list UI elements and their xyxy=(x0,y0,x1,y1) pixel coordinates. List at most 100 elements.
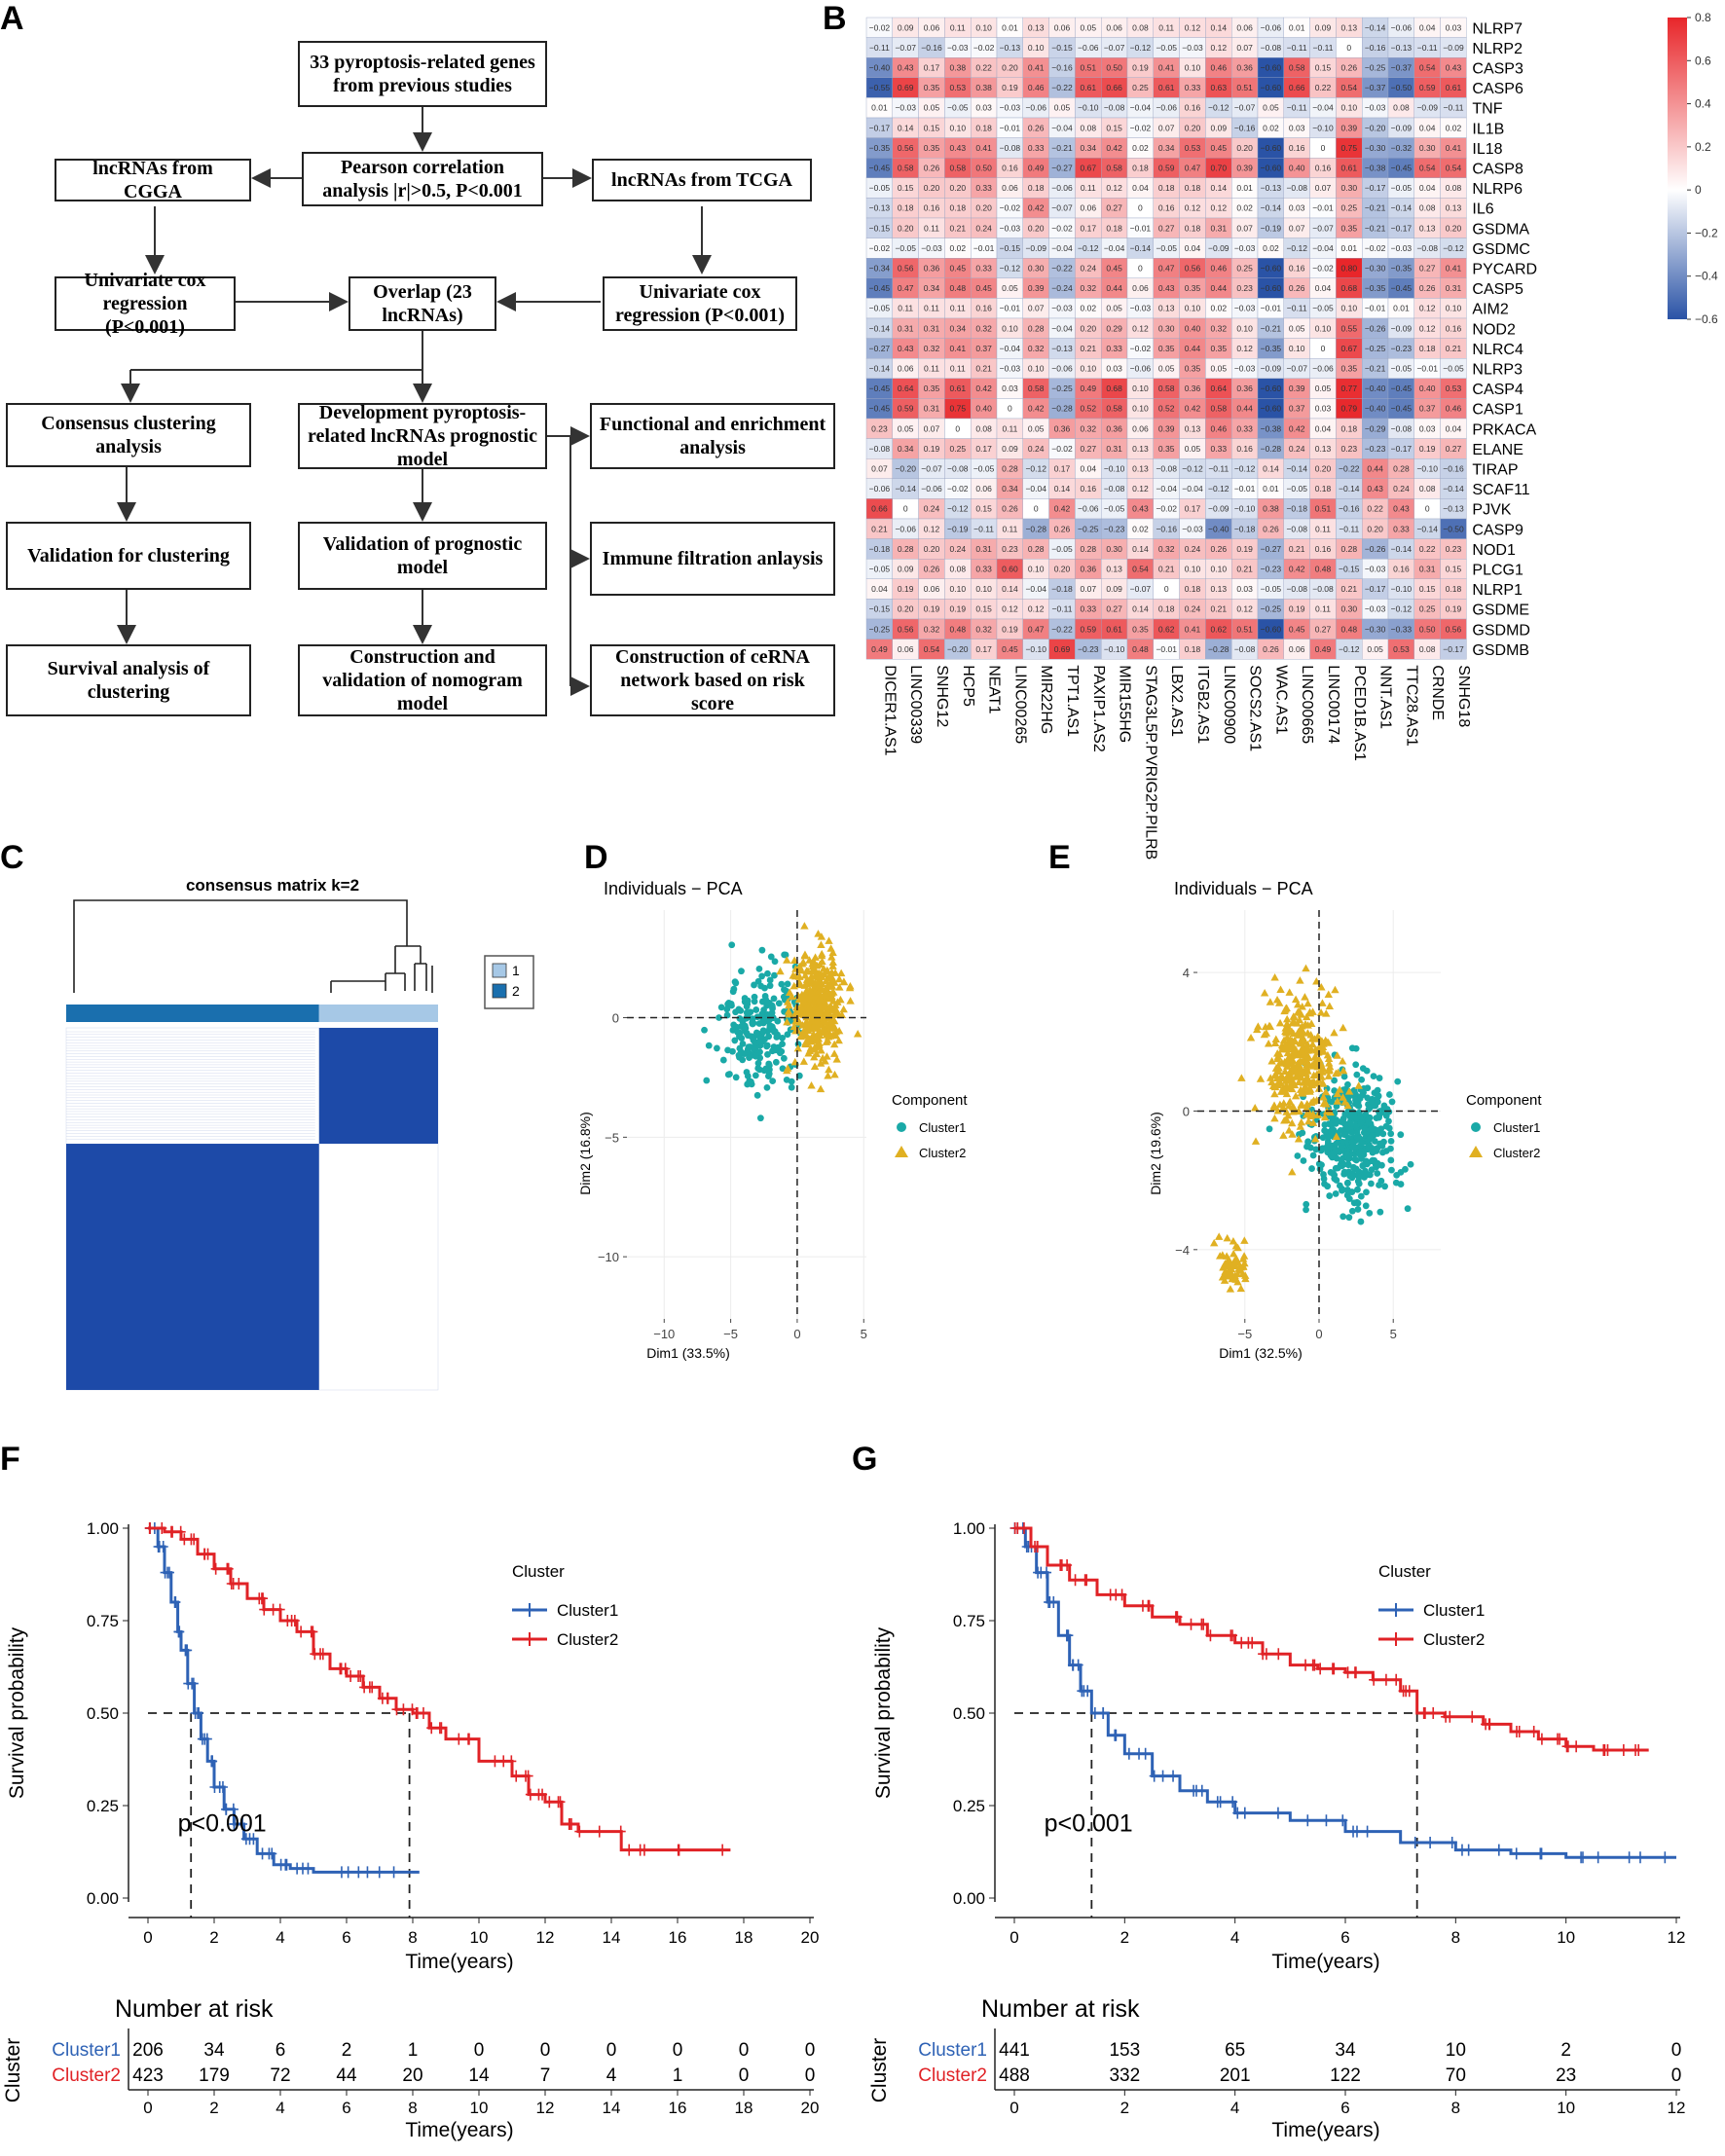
heatmap-cell-label: −0.05 xyxy=(973,464,995,474)
heatmap-cell-label: 0.01 xyxy=(1263,484,1279,493)
cluster-bar-2 xyxy=(66,1005,319,1022)
pca-point-cluster2 xyxy=(1277,1058,1286,1067)
pca-point-cluster1 xyxy=(1340,1115,1347,1122)
heatmap-cell-label: −0.03 xyxy=(1234,304,1256,313)
heatmap-cell-label: 0.10 xyxy=(1132,384,1149,393)
heatmap-cell-label: −0.05 xyxy=(1104,504,1125,514)
heatmap-cell-label: −0.02 xyxy=(1051,444,1073,454)
pca-point-cluster2 xyxy=(1272,996,1282,1004)
pca-point-cluster1 xyxy=(1364,1094,1372,1102)
heatmap-cell-label: −0.45 xyxy=(869,164,891,173)
risk-row-axis-label: Cluster xyxy=(2,2038,24,2103)
heatmap-cell-label: −0.45 xyxy=(869,404,891,414)
censor-mark xyxy=(382,1692,392,1704)
heatmap-cell-label: −0.25 xyxy=(1051,384,1073,393)
pca-point-cluster2 xyxy=(805,1035,814,1042)
heatmap-cell-label: 0.36 xyxy=(1185,384,1201,393)
heatmap-row-label: IL18 xyxy=(1472,141,1502,158)
pca-point-cluster2 xyxy=(799,1057,809,1065)
heatmap-cell-label: −0.01 xyxy=(1234,484,1256,493)
pca-point-cluster1 xyxy=(1363,1067,1371,1075)
pca-point-cluster1 xyxy=(1304,1139,1312,1146)
heatmap-cell-label: 0.05 xyxy=(1106,304,1122,313)
censor-mark xyxy=(217,1781,228,1793)
heatmap-cell-label: 0.31 xyxy=(924,323,940,333)
heatmap-cell-label: 0 xyxy=(1034,504,1039,514)
pca-point-cluster2 xyxy=(1267,1057,1276,1065)
pca-point-cluster2 xyxy=(1285,1097,1295,1106)
pca-point-cluster2 xyxy=(803,1020,812,1029)
heatmap-cell-label: 0.27 xyxy=(1106,203,1122,213)
pca-point-cluster1 xyxy=(1388,1166,1395,1174)
pca-point-cluster2 xyxy=(1308,1040,1317,1048)
pca-point-cluster2 xyxy=(820,1012,829,1021)
pca-point-cluster2 xyxy=(776,967,785,975)
heatmap-cell-label: 0.12 xyxy=(1419,304,1436,313)
heatmap-column-label: STAG3L5P.PVRIG2P.PILRB xyxy=(1142,665,1158,859)
heatmap-cell-label: 0 xyxy=(1321,344,1326,353)
censor-mark xyxy=(1070,1574,1081,1587)
heatmap-cell-label: −0.07 xyxy=(1051,203,1073,213)
heatmap-column-label: PAXIP1.AS2 xyxy=(1090,665,1107,752)
heatmap-row-label: GSDMA xyxy=(1472,221,1529,238)
pca-point-cluster2 xyxy=(829,1049,839,1057)
heatmap-cell-label: −0.08 xyxy=(1104,484,1125,493)
heatmap-cell-label: 0.58 xyxy=(1028,384,1045,393)
heatmap-cell-label: 0.54 xyxy=(1132,565,1149,574)
heatmap-cell-label: 0.21 xyxy=(1211,604,1228,614)
heatmap-cell-label: 0.02 xyxy=(1263,243,1279,253)
heatmap-cell-label: −0.08 xyxy=(1104,103,1125,113)
heatmap-cell-label: 0.28 xyxy=(1002,464,1018,474)
heatmap-cell-label: 0.10 xyxy=(1028,565,1045,574)
censor-mark xyxy=(1369,1673,1379,1686)
censor-mark xyxy=(1493,1844,1504,1856)
pca-point-cluster1 xyxy=(1319,1134,1327,1142)
censor-mark xyxy=(1226,1629,1236,1642)
pca-point-cluster2 xyxy=(1324,1039,1333,1046)
pca-point-cluster2 xyxy=(1246,1033,1256,1041)
heatmap-cell-label: 0.70 xyxy=(1211,164,1228,173)
pca-point-cluster2 xyxy=(1344,1087,1354,1095)
heatmap-column-label: LINC00265 xyxy=(1011,665,1028,744)
heatmap-cell-label: 0.46 xyxy=(1028,83,1045,92)
heatmap-cell-label: 0.53 xyxy=(1446,384,1462,393)
pca-point-cluster1 xyxy=(1393,1171,1401,1179)
colorbar-tick-label: 0.2 xyxy=(1695,140,1711,154)
heatmap-cell-label: 0.67 xyxy=(1081,164,1097,173)
censor-mark xyxy=(1032,1541,1043,1553)
pca-point-cluster1 xyxy=(1337,1127,1344,1134)
pca-point-cluster1 xyxy=(1348,1044,1356,1052)
pca-point-cluster2 xyxy=(1275,1100,1285,1109)
pca-point-cluster2 xyxy=(1262,1029,1271,1037)
x-tick-label: 0 xyxy=(1315,1327,1322,1341)
heatmap-cell-label: −0.22 xyxy=(1339,464,1360,474)
risk-count: 0 xyxy=(540,2040,551,2061)
pca-point-cluster2 xyxy=(1339,1023,1347,1032)
pca-point-cluster2-small xyxy=(1229,1236,1238,1245)
heatmap-cell-label: 0.43 xyxy=(1132,504,1149,514)
y-tick-label: 0.50 xyxy=(87,1704,119,1723)
y-axis-label: Dim2 (16.8%) xyxy=(577,1112,593,1195)
pca-point-cluster1 xyxy=(1374,1098,1381,1106)
heatmap-row-label: PLCG1 xyxy=(1472,563,1523,579)
heatmap-cell-label: 0.03 xyxy=(1002,384,1018,393)
x-tick-label: 14 xyxy=(603,1928,621,1947)
heatmap-cell-label: −0.03 xyxy=(947,43,969,53)
heatmap-cell-label: 0.42 xyxy=(1289,565,1305,574)
pca-point-cluster2 xyxy=(832,1009,841,1018)
censor-mark xyxy=(1212,1796,1223,1809)
heatmap-cell-label: 0.56 xyxy=(898,264,914,274)
heatmap-cell-label: −0.12 xyxy=(1025,464,1046,474)
heatmap-cell-label: 0.69 xyxy=(898,83,914,92)
heatmap-cell-label: 0.05 xyxy=(1054,103,1071,113)
censor-mark xyxy=(1555,1733,1565,1745)
pca-point-cluster2 xyxy=(1338,1056,1347,1065)
heatmap-cell-label: −0.45 xyxy=(869,384,891,393)
pca-point-cluster2 xyxy=(813,993,823,1001)
heatmap-cell-label: 0.47 xyxy=(1028,624,1045,634)
heatmap-cell-label: −0.55 xyxy=(869,83,891,92)
heatmap-cell-label: 0.35 xyxy=(1158,444,1175,454)
heatmap-cell-label: −0.21 xyxy=(1261,323,1282,333)
pca-point-cluster1 xyxy=(756,1115,764,1122)
heatmap-cell-label: −0.05 xyxy=(1391,183,1413,193)
